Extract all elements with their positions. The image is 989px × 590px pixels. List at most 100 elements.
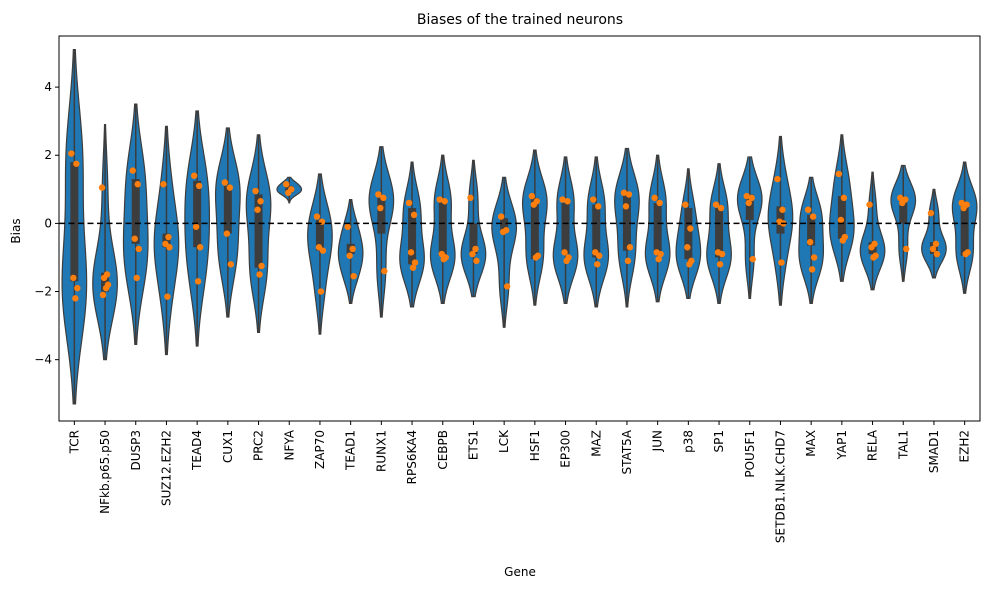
violin-box: [377, 197, 386, 234]
data-point: [656, 199, 663, 207]
data-point: [868, 244, 875, 251]
violin-box: [715, 208, 724, 258]
x-axis-label: Gene: [504, 565, 536, 579]
data-point: [257, 198, 264, 205]
x-tick-label: MAX: [804, 430, 818, 457]
data-point: [716, 261, 724, 268]
violin-NFkb.p65.p50: [92, 123, 118, 361]
violin-RUNX1: [368, 146, 395, 318]
violin-TAL1: [890, 164, 917, 282]
violin-EZH2: [951, 161, 978, 294]
data-point: [958, 199, 965, 207]
violin-box: [561, 202, 570, 255]
data-point: [223, 230, 231, 237]
violin-CEBPB: [429, 154, 456, 305]
violin-box: [254, 194, 263, 268]
data-point: [135, 245, 142, 253]
violin-SMAD1: [921, 188, 947, 279]
data-point: [283, 181, 290, 188]
data-point: [313, 213, 321, 220]
violin-box: [438, 201, 447, 256]
data-point: [74, 284, 81, 292]
data-point: [839, 237, 847, 244]
x-tick-label: TEAD4: [190, 430, 204, 471]
data-point: [133, 274, 140, 282]
data-point: [226, 184, 234, 191]
y-axis-label: Bias: [9, 218, 23, 243]
x-tick-label: TEAD1: [344, 430, 358, 471]
x-tick-label: MAZ: [589, 430, 603, 457]
data-point: [530, 201, 538, 208]
data-point: [559, 196, 566, 203]
plot-area: [59, 36, 980, 421]
data-point: [411, 259, 419, 266]
data-point: [221, 179, 229, 186]
violin-box: [653, 202, 662, 255]
data-point: [72, 295, 79, 302]
data-point: [626, 244, 634, 251]
chart-title: Biases of the trained neurons: [417, 12, 623, 28]
x-tick-label: RELA: [866, 429, 880, 461]
data-point: [655, 255, 662, 263]
data-point: [129, 167, 136, 174]
data-point: [196, 244, 204, 251]
data-point: [897, 194, 904, 202]
plot-frame: [58, 35, 981, 422]
data-point: [933, 250, 941, 258]
violin-YAP1: [828, 134, 855, 282]
data-point: [564, 198, 571, 205]
violin-box: [193, 180, 202, 248]
violin-box: [469, 223, 478, 255]
violin-box: [745, 194, 754, 220]
violin-NFYA: [276, 176, 303, 204]
data-point: [804, 206, 812, 213]
violin-box: [131, 179, 140, 244]
x-tick-label: PRC2: [252, 430, 266, 461]
violin-TEAD1: [337, 198, 364, 305]
violin-EP300: [552, 156, 579, 305]
y-tick-label: 4: [44, 80, 52, 94]
violin-MAX: [798, 176, 825, 305]
data-point: [743, 192, 750, 200]
violin-box: [899, 197, 908, 224]
data-point: [409, 264, 417, 271]
violin-RPS6KA4: [399, 161, 425, 308]
data-point: [749, 255, 756, 263]
violin-ETS1: [460, 159, 487, 298]
data-point: [381, 267, 388, 275]
x-tick-label: SETDB1.NLK.CHD7: [773, 430, 787, 543]
data-point: [440, 255, 447, 263]
data-point: [349, 245, 356, 253]
violin-DUSP3: [122, 103, 149, 345]
data-point: [285, 189, 292, 196]
data-point: [68, 150, 75, 157]
data-point: [624, 257, 632, 265]
plot-background: [59, 36, 980, 421]
violin-SP1: [706, 163, 732, 305]
data-point: [258, 262, 265, 270]
x-tick-label: ETS1: [466, 430, 480, 460]
data-point: [441, 198, 448, 205]
data-point: [808, 266, 816, 273]
x-tick-label: RUNX1: [374, 430, 388, 472]
violin-box: [592, 204, 601, 258]
data-point: [684, 244, 691, 251]
violin-RELA: [859, 171, 886, 291]
data-point: [100, 274, 108, 282]
data-point: [594, 261, 601, 268]
data-point: [134, 181, 141, 188]
violin-STAT5A: [614, 147, 640, 308]
data-point: [192, 223, 200, 230]
data-point: [166, 244, 173, 251]
data-point: [317, 288, 325, 295]
data-point: [190, 172, 198, 179]
data-point: [70, 274, 77, 282]
data-point: [840, 194, 848, 202]
x-tick-label: LCK: [497, 429, 511, 453]
data-point: [960, 204, 967, 212]
violin-box: [315, 219, 324, 251]
x-tick-label: TCR: [67, 430, 81, 454]
x-tick-label: JUN: [651, 430, 665, 452]
data-point: [131, 235, 138, 242]
data-point: [252, 187, 259, 195]
